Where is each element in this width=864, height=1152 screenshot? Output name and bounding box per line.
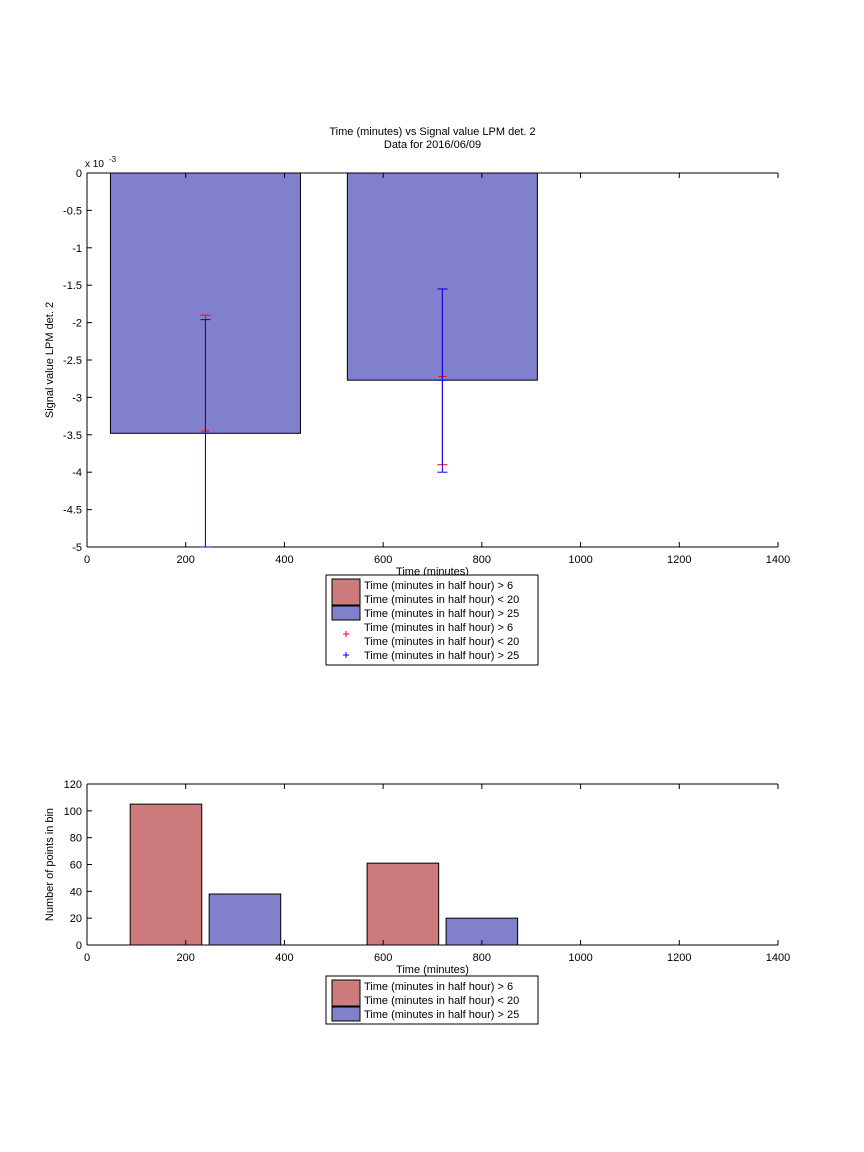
legend-label: Time (minutes in half hour) > 6 <box>364 981 513 993</box>
y-tick-label: -4 <box>72 467 82 479</box>
x-tick-label: 1400 <box>766 952 790 964</box>
y-tick-label: -5 <box>72 542 82 554</box>
y-axis-label: Number of points in bin <box>44 808 56 921</box>
legend-swatch-1 <box>331 605 361 621</box>
legend-label: Time (minutes in half hour) < 20 <box>364 995 519 1007</box>
legend-box <box>325 574 539 666</box>
bar <box>129 803 203 946</box>
x-tick-label: 1400 <box>766 554 790 566</box>
legend-label: Time (minutes in half hour) < 20 <box>364 594 519 606</box>
x-tick-label: 600 <box>374 952 392 964</box>
y-tick-label: -4.5 <box>63 505 82 517</box>
y-tick-label: -2 <box>72 318 82 330</box>
y-tick-label: 120 <box>64 779 82 791</box>
x-axis-label: Time (minutes) <box>396 964 469 976</box>
legend-swatch-0 <box>331 979 361 1007</box>
x-tick-label: 1200 <box>667 952 691 964</box>
legend-label: Time (minutes in half hour) > 6 <box>364 580 513 592</box>
x-tick-label: 0 <box>84 952 90 964</box>
bar <box>208 893 282 946</box>
legend-swatch-0 <box>331 578 361 606</box>
count-histogram: 0 200 400 600 800 1000 1200 1400 0 20 40 60 80 100 120… <box>44 779 790 1025</box>
legend-swatch-1 <box>331 1006 361 1022</box>
x-tick-label: 1000 <box>568 952 592 964</box>
y-tick-label: -2.5 <box>63 355 82 367</box>
y-tick-label: -1 <box>72 243 82 255</box>
legend-label: Time (minutes in half hour) > 6 <box>364 622 513 634</box>
y-tick-label: 100 <box>64 806 82 818</box>
legend-box <box>325 975 539 1025</box>
x-tick-label: 400 <box>275 952 293 964</box>
y-tick-label: -3.5 <box>63 430 82 442</box>
y-tick-label: 60 <box>70 860 82 872</box>
x-tick-label: 1000 <box>568 554 592 566</box>
legend-label: Time (minutes in half hour) > 25 <box>364 1009 519 1021</box>
legend-label: Time (minutes in half hour) < 20 <box>364 636 519 648</box>
y-tick-label: -0.5 <box>63 205 82 217</box>
y-exponent-power: -3 <box>109 155 117 164</box>
y-axis-label: Signal value LPM det. 2 <box>44 302 56 418</box>
legend-label: Time (minutes in half hour) > 25 <box>364 650 519 662</box>
x-tick-label: 800 <box>473 554 491 566</box>
y-tick-label: 0 <box>76 940 82 952</box>
x-tick-label: 600 <box>374 554 392 566</box>
y-tick-label: 80 <box>70 833 82 845</box>
x-tick-label: 200 <box>177 952 195 964</box>
y-tick-label: 20 <box>70 913 82 925</box>
x-tick-label: 200 <box>177 554 195 566</box>
x-tick-label: 800 <box>473 952 491 964</box>
y-tick-label: 40 <box>70 886 82 898</box>
y-tick-label: 0 <box>76 168 82 180</box>
bar <box>366 862 440 946</box>
x-tick-label: 400 <box>275 554 293 566</box>
x-tick-label: 1200 <box>667 554 691 566</box>
y-tick-label: -1.5 <box>63 280 82 292</box>
x-tick-label: 0 <box>84 554 90 566</box>
legend-label: Time (minutes in half hour) > 25 <box>364 608 519 620</box>
y-exponent-label: x 10 <box>85 159 104 170</box>
chart-title: Time (minutes) vs Signal value LPM det. … <box>329 126 535 138</box>
signal-chart: Time (minutes) vs Signal value LPM det. … <box>44 126 790 666</box>
y-tick-label: -3 <box>72 392 82 404</box>
chart-subtitle: Data for 2016/06/09 <box>384 139 481 151</box>
